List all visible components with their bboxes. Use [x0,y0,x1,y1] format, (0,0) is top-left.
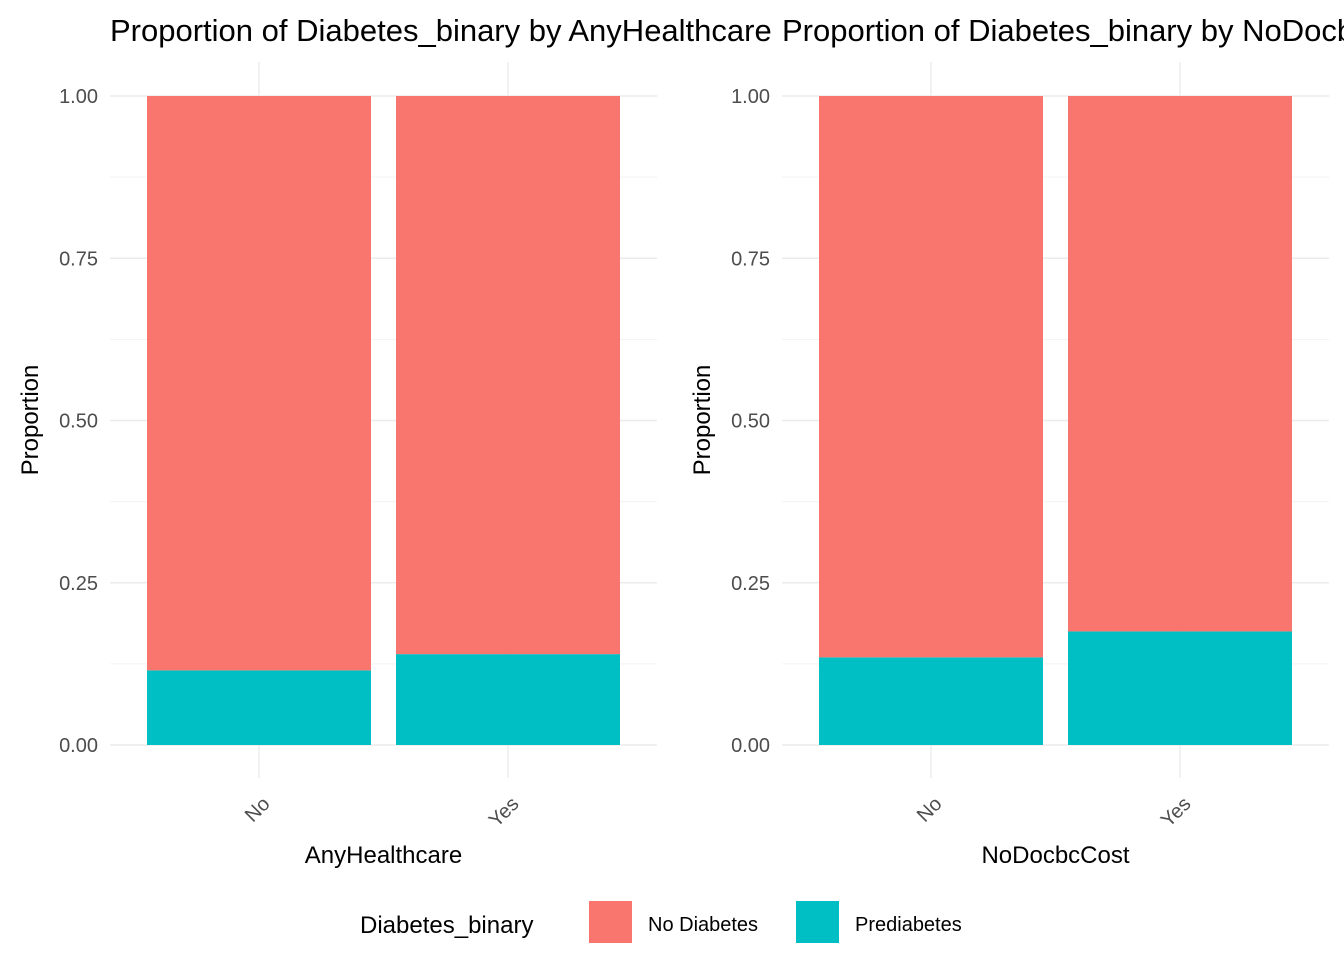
bar-nodocbccost-no-no-diabetes [819,96,1043,658]
x-tick-label: No [913,793,947,827]
panel-nodocbccost: 0.00 0.25 0.50 0.75 1.00 No Yes NoDocbcCost Prop… [689,62,1329,869]
legend-key-prediabetes [796,901,839,943]
x-tick-label: Yes [485,793,524,832]
legend-key-no-diabetes [589,901,632,943]
y-axis-title: Proportion [689,365,716,476]
bar-anyhealthcare-no-prediabetes [147,670,371,745]
bar-anyhealthcare-yes-no-diabetes [396,96,620,655]
bar-anyhealthcare-no-no-diabetes [147,96,371,671]
y-tick-label: 1.00 [59,86,98,108]
y-tick-label: 0.75 [731,248,770,270]
y-tick-label: 0.25 [731,573,770,595]
bar-nodocbccost-no-prediabetes [819,657,1043,745]
legend-title: Diabetes_binary [360,912,533,939]
y-axis-title: Proportion [17,365,44,476]
legend-label-prediabetes: Prediabetes [855,914,962,936]
y-tick-label: 0.75 [59,248,98,270]
bar-anyhealthcare-yes-prediabetes [396,654,620,745]
y-tick-label: 0.00 [731,735,770,757]
y-tick-label: 0.50 [731,411,770,433]
chart-title-anyhealthcare: Proportion of Diabetes_binary by AnyHeal… [110,13,772,48]
bar-nodocbccost-yes-no-diabetes [1068,96,1292,632]
y-tick-label: 1.00 [731,86,770,108]
x-tick-label: No [241,793,275,827]
y-tick-label: 0.50 [59,411,98,433]
x-axis-title: NoDocbcCost [981,842,1129,869]
x-axis-title: AnyHealthcare [305,842,462,869]
chart-title-nodocbccost: Proportion of Diabetes_binary by NoDocbc… [782,13,1344,48]
bar-nodocbccost-yes-prediabetes [1068,631,1292,745]
y-tick-label: 0.00 [59,735,98,757]
legend: Diabetes_binary No Diabetes Prediabetes [360,901,962,943]
legend-label-no-diabetes: No Diabetes [648,914,758,936]
x-tick-label: Yes [1157,793,1196,832]
panel-anyhealthcare: 0.00 0.25 0.50 0.75 1.00 No Yes AnyHealthcare Pr… [17,62,657,869]
y-tick-label: 0.25 [59,573,98,595]
